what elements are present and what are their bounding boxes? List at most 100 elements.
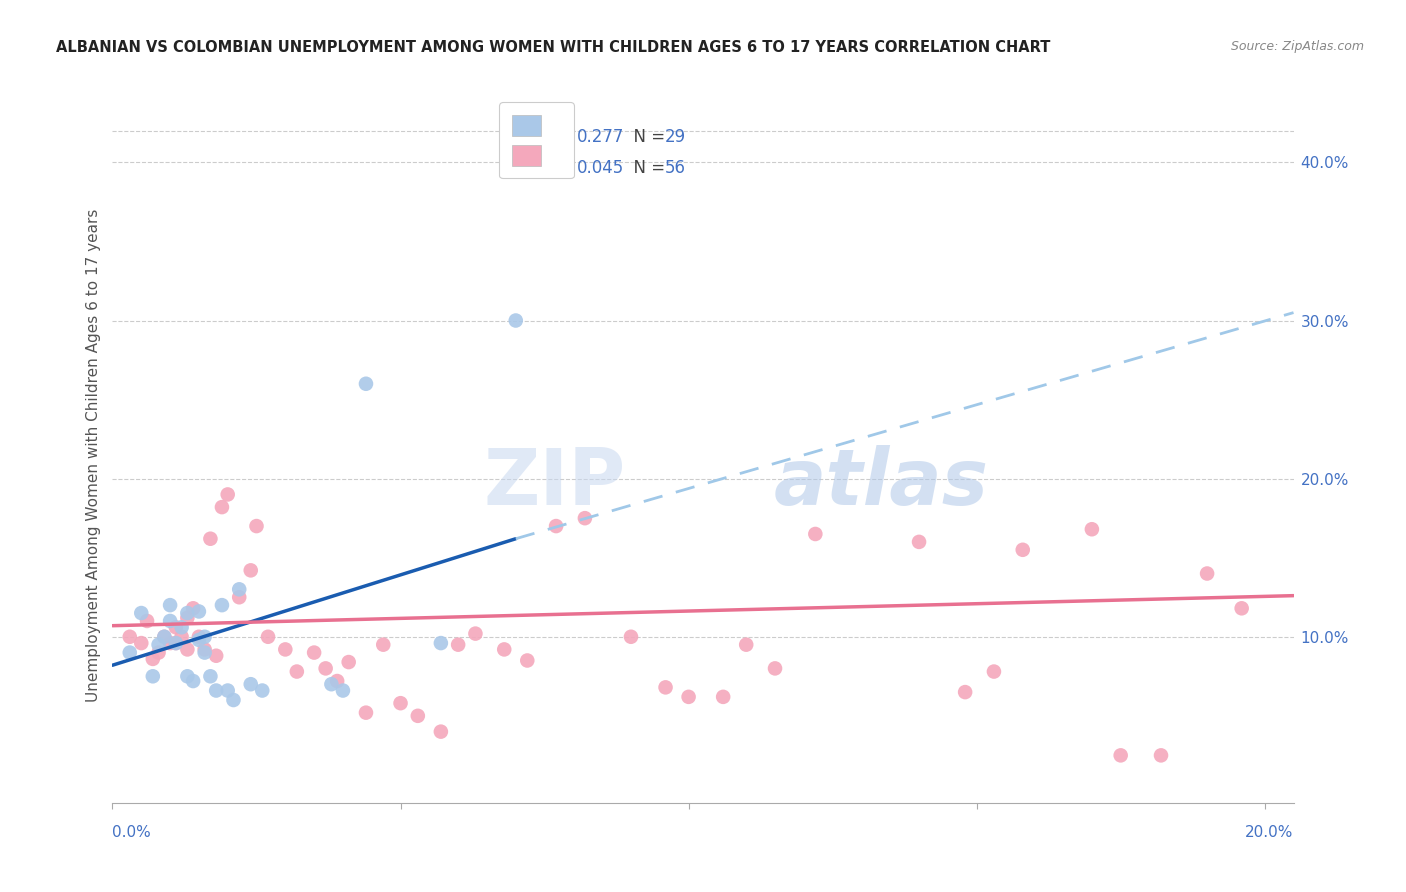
Text: R =: R = — [544, 128, 579, 146]
Point — [337, 655, 360, 669]
Point — [217, 487, 239, 501]
Point — [1081, 522, 1104, 536]
Point — [908, 534, 931, 549]
Point — [159, 614, 181, 628]
Point — [711, 690, 734, 704]
Point — [159, 636, 181, 650]
Point — [148, 646, 170, 660]
Point — [252, 683, 274, 698]
Text: 0.045: 0.045 — [576, 160, 624, 178]
Text: ZIP: ZIP — [484, 445, 626, 521]
Point — [1109, 748, 1132, 763]
Text: 56: 56 — [665, 160, 686, 178]
Point — [211, 500, 233, 514]
Point — [228, 591, 250, 605]
Point — [194, 642, 217, 657]
Point — [176, 606, 198, 620]
Point — [245, 519, 267, 533]
Point — [620, 630, 643, 644]
Point — [274, 642, 297, 657]
Point — [118, 646, 141, 660]
Point — [464, 626, 486, 640]
Text: R =: R = — [544, 160, 579, 178]
Text: Source: ZipAtlas.com: Source: ZipAtlas.com — [1230, 40, 1364, 54]
Point — [165, 636, 187, 650]
Point — [159, 598, 181, 612]
Point — [447, 638, 470, 652]
Point — [1197, 566, 1219, 581]
Point — [129, 606, 152, 620]
Point — [516, 653, 538, 667]
Point — [129, 636, 152, 650]
Point — [217, 683, 239, 698]
Point — [1150, 748, 1173, 763]
Point — [257, 630, 280, 644]
Point — [494, 642, 516, 657]
Point — [187, 605, 209, 619]
Point — [678, 690, 700, 704]
Point — [505, 313, 527, 327]
Point — [239, 563, 262, 577]
Point — [205, 683, 228, 698]
Text: ALBANIAN VS COLOMBIAN UNEMPLOYMENT AMONG WOMEN WITH CHILDREN AGES 6 TO 17 YEARS : ALBANIAN VS COLOMBIAN UNEMPLOYMENT AMONG… — [56, 40, 1050, 55]
Point — [118, 630, 141, 644]
Point — [354, 706, 377, 720]
Point — [153, 630, 176, 644]
Point — [546, 519, 568, 533]
Point — [187, 632, 209, 647]
Text: N =: N = — [623, 160, 671, 178]
Point — [181, 674, 204, 689]
Point — [200, 669, 222, 683]
Point — [321, 677, 343, 691]
Point — [165, 620, 187, 634]
Point — [148, 638, 170, 652]
Point — [194, 646, 217, 660]
Point — [200, 532, 222, 546]
Point — [983, 665, 1005, 679]
Point — [142, 669, 165, 683]
Point — [165, 636, 187, 650]
Text: 0.277: 0.277 — [576, 128, 624, 146]
Point — [194, 630, 217, 644]
Text: 0.0%: 0.0% — [112, 825, 152, 840]
Point — [176, 611, 198, 625]
Point — [373, 638, 395, 652]
Point — [354, 376, 377, 391]
Point — [1011, 542, 1033, 557]
Point — [654, 681, 676, 695]
Point — [153, 630, 176, 644]
Point — [406, 708, 429, 723]
Point — [332, 683, 354, 698]
Y-axis label: Unemployment Among Women with Children Ages 6 to 17 years: Unemployment Among Women with Children A… — [86, 208, 101, 702]
Point — [430, 636, 453, 650]
Text: atlas: atlas — [773, 445, 988, 521]
Point — [170, 620, 193, 634]
Point — [176, 642, 198, 657]
Point — [389, 696, 412, 710]
Point — [170, 630, 193, 644]
Text: N =: N = — [623, 128, 671, 146]
Point — [735, 638, 758, 652]
Point — [187, 630, 209, 644]
Point — [953, 685, 976, 699]
Point — [326, 674, 349, 689]
Point — [136, 614, 159, 628]
Point — [181, 601, 204, 615]
Point — [804, 527, 827, 541]
Point — [430, 724, 453, 739]
Point — [315, 661, 337, 675]
Point — [763, 661, 786, 675]
Point — [302, 646, 325, 660]
Point — [176, 669, 198, 683]
Point — [205, 648, 228, 663]
Point — [1230, 601, 1253, 615]
Text: 20.0%: 20.0% — [1246, 825, 1294, 840]
Point — [574, 511, 596, 525]
Point — [211, 598, 233, 612]
Point — [222, 693, 245, 707]
Legend:  ,  : , — [499, 103, 574, 178]
Point — [285, 665, 308, 679]
Point — [239, 677, 262, 691]
Point — [142, 652, 165, 666]
Text: 29: 29 — [665, 128, 686, 146]
